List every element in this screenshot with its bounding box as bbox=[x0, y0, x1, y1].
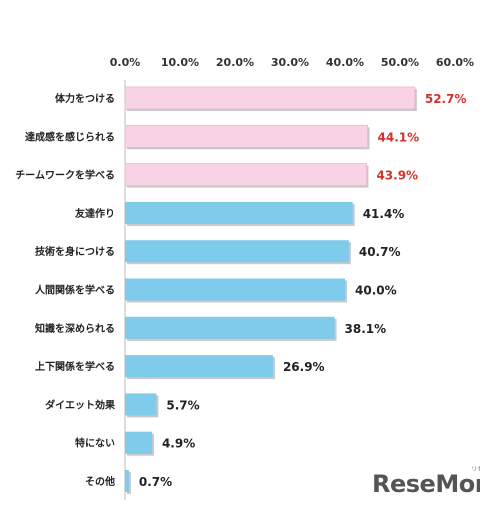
category-label: 友達作り bbox=[75, 207, 115, 220]
value-label: 0.7% bbox=[139, 475, 172, 489]
bar bbox=[124, 86, 416, 110]
bar bbox=[124, 124, 368, 148]
category-label: その他 bbox=[85, 475, 115, 488]
resemom-logo: ReseMom リセマム bbox=[372, 466, 480, 498]
category-label: チームワークを学べる bbox=[15, 169, 115, 182]
bar bbox=[125, 355, 273, 378]
value-label: 52.7% bbox=[425, 92, 467, 106]
value-label: 5.7% bbox=[166, 398, 199, 412]
bar bbox=[125, 393, 157, 416]
x-tick-label: 20.0% bbox=[216, 56, 254, 69]
value-label: 4.9% bbox=[162, 437, 195, 451]
category-label: 体力をつける bbox=[55, 92, 115, 105]
bars: 体力をつける 52.7% 達成感を感じられる 44.1% チームワークを学べる 43.9%… bbox=[15, 86, 467, 494]
value-label: 43.9% bbox=[376, 169, 418, 183]
logo-kana: リセマム bbox=[471, 466, 480, 473]
x-tick-label: 0.0% bbox=[110, 56, 141, 69]
value-label: 38.1% bbox=[345, 322, 387, 336]
x-tick-label: 30.0% bbox=[271, 56, 309, 69]
logo-text: ReseMom bbox=[372, 470, 480, 498]
value-label: 41.4% bbox=[363, 207, 405, 221]
bar bbox=[124, 163, 367, 187]
category-label: 知識を深められる bbox=[34, 322, 115, 335]
bar bbox=[125, 470, 129, 492]
category-label: 特にない bbox=[75, 437, 115, 450]
bar bbox=[125, 316, 335, 339]
value-label: 26.9% bbox=[283, 360, 325, 374]
category-label: ダイエット効果 bbox=[45, 398, 116, 411]
category-label: 達成感を感じられる bbox=[25, 130, 115, 143]
value-label: 40.7% bbox=[359, 245, 401, 259]
x-tick-label: 10.0% bbox=[161, 56, 199, 69]
bar bbox=[125, 240, 349, 263]
value-label: 40.0% bbox=[355, 284, 397, 298]
bar bbox=[125, 431, 152, 454]
category-label: 人間関係を学べる bbox=[35, 284, 115, 297]
x-tick-label: 40.0% bbox=[326, 56, 364, 69]
x-tick-label: 50.0% bbox=[381, 56, 419, 69]
category-label: 上下関係を学べる bbox=[35, 360, 115, 373]
value-label: 44.1% bbox=[378, 130, 420, 144]
bar bbox=[125, 278, 345, 301]
category-label: 技術を身につける bbox=[35, 245, 115, 258]
x-tick-label: 60.0% bbox=[436, 56, 474, 69]
bar bbox=[125, 201, 353, 224]
bar-shadow bbox=[127, 472, 131, 494]
x-axis-ticks: 0.0% 10.0% 20.0% 30.0% 40.0% 50.0% 60.0% bbox=[110, 56, 474, 69]
